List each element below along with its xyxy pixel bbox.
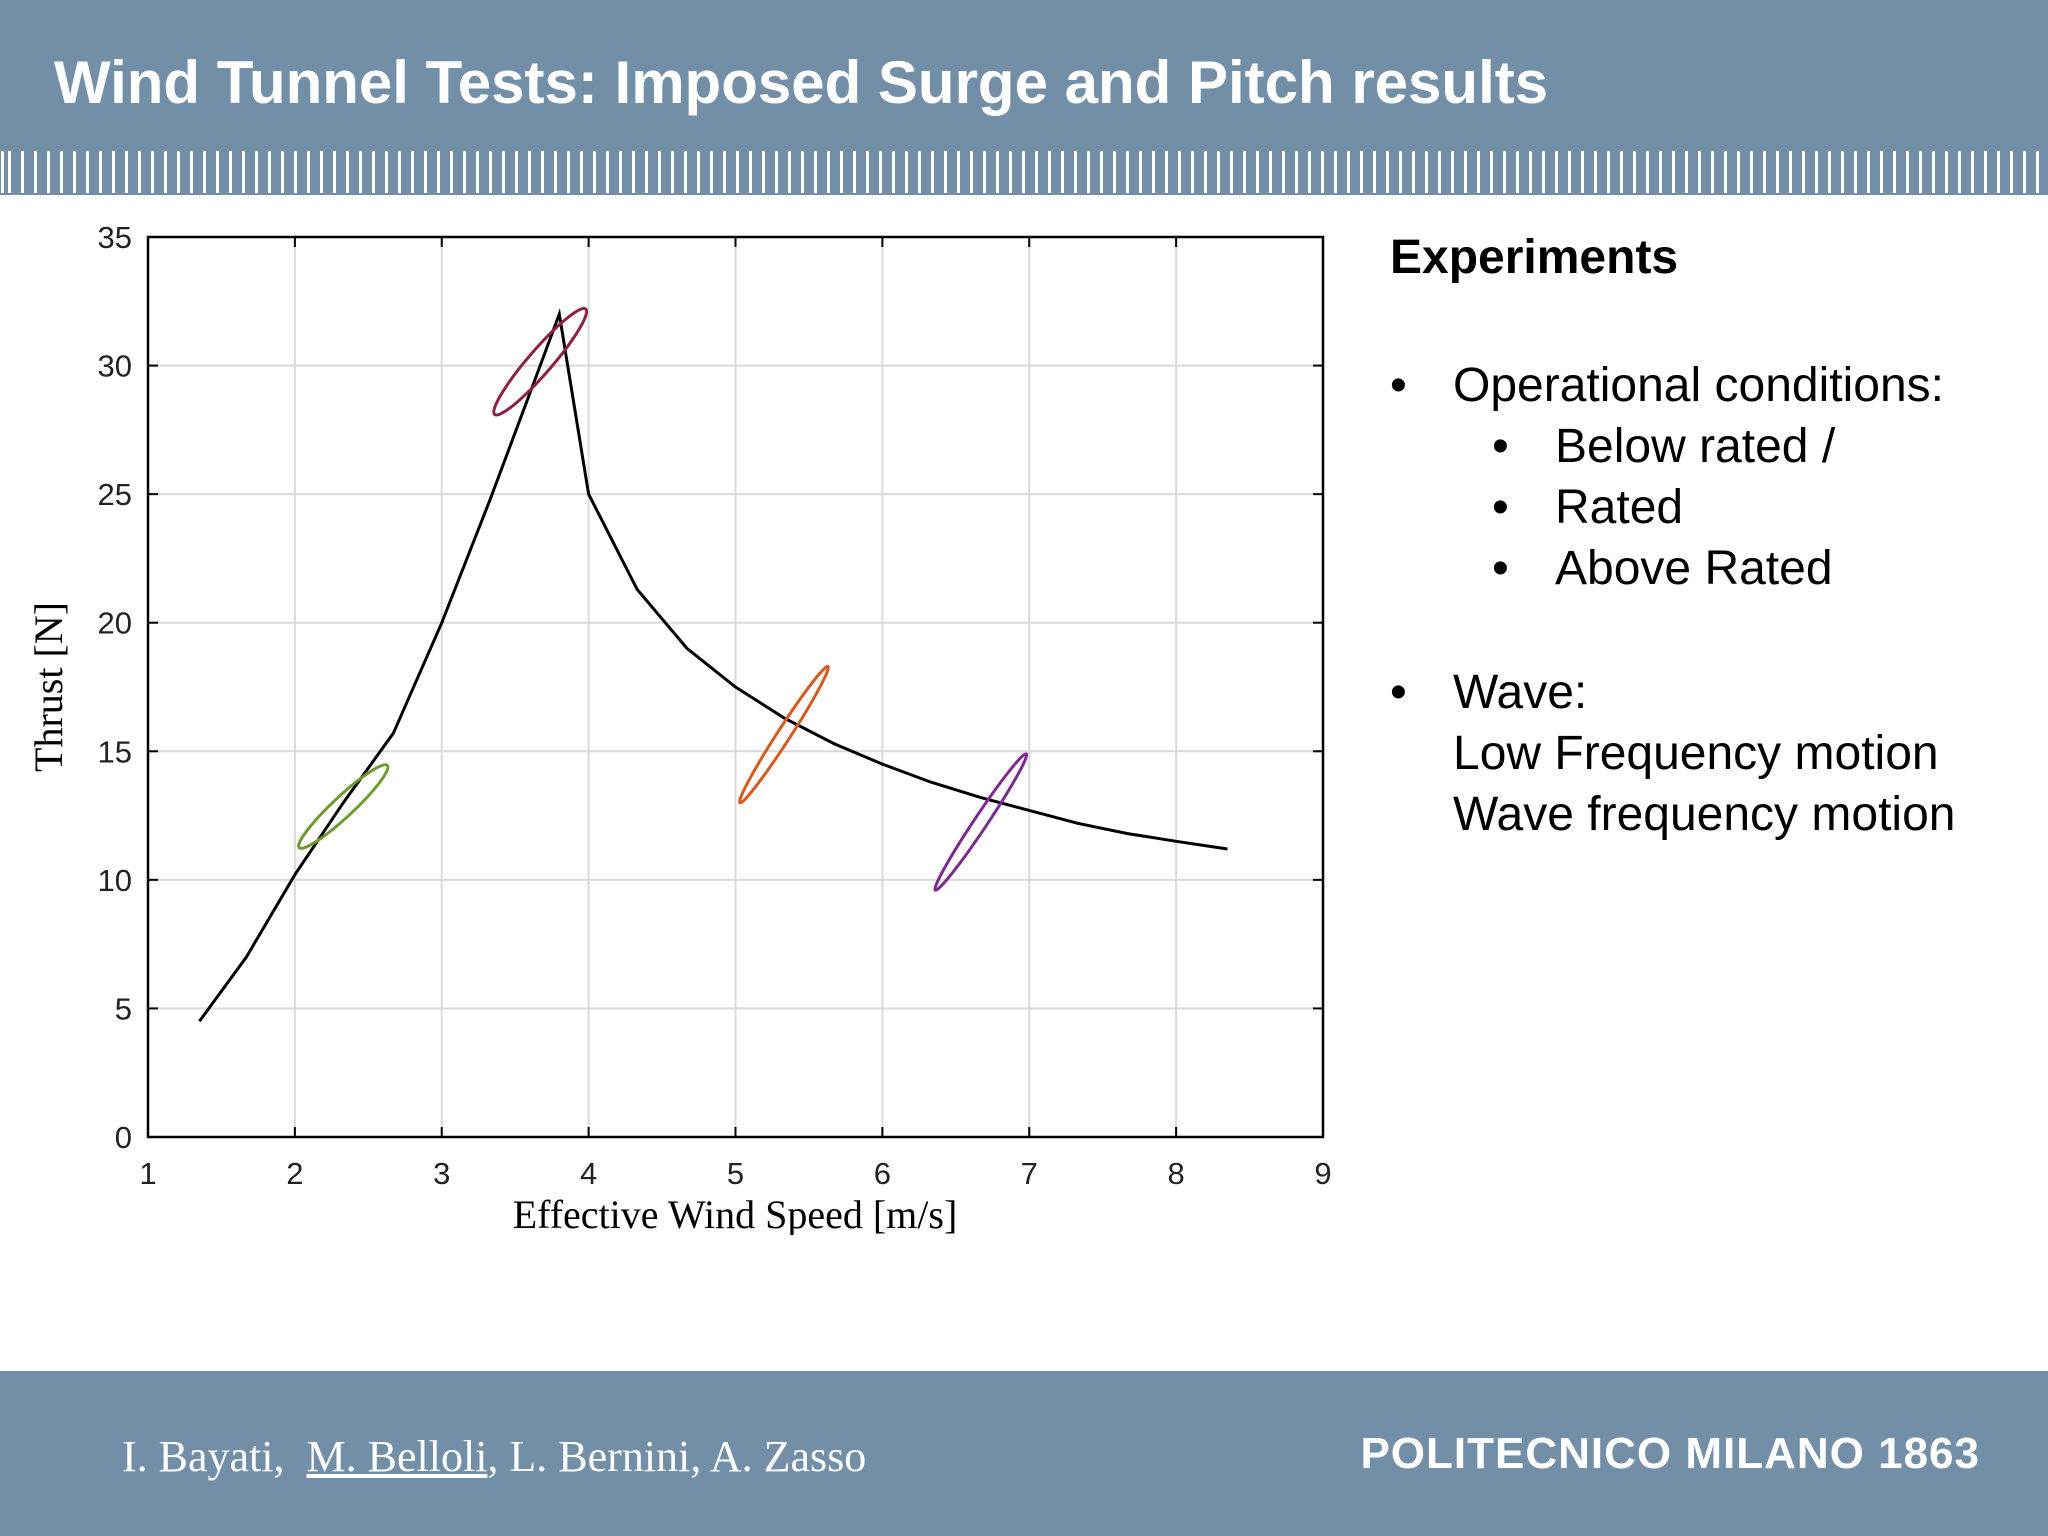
experiments-panel: Experiments • Operational conditions: • Be… <box>1390 230 2030 845</box>
x-tick-label: 9 <box>1314 1156 1331 1191</box>
x-tick-label: 8 <box>1168 1156 1185 1191</box>
x-tick-label: 6 <box>874 1156 891 1191</box>
slide-title: Wind Tunnel Tests: Imposed Surge and Pit… <box>54 49 1549 116</box>
hysteresis-loop <box>738 664 830 805</box>
y-tick-label: 20 <box>98 606 132 641</box>
y-tick-label: 35 <box>98 220 132 255</box>
author-others: , L. Bernini, A. Zasso <box>487 1432 867 1481</box>
slide-footer: I. Bayati, M. Belloli, L. Bernini, A. Za… <box>0 1371 2048 1536</box>
y-tick-label: 30 <box>98 349 132 384</box>
experiments-heading: Experiments <box>1390 231 1679 284</box>
bullet-text: Below rated / <box>1555 420 1836 473</box>
authors-line: I. Bayati, M. Belloli, L. Bernini, A. Za… <box>122 1431 866 1482</box>
politecnico-logo: POLITECNICO MILANO 1863 <box>1360 1429 1980 1478</box>
bullet-text: Operational conditions: <box>1453 359 1944 412</box>
x-tick-label: 4 <box>580 1156 597 1191</box>
bullet-dot-icon: • <box>1492 542 1509 595</box>
hysteresis-loop <box>492 306 589 417</box>
hysteresis-loop <box>297 763 390 850</box>
x-tick-label: 5 <box>727 1156 744 1191</box>
x-tick-label: 2 <box>286 1156 303 1191</box>
bullet-text: Low Frequency motion <box>1453 727 1939 780</box>
bullet-text: Above Rated <box>1555 542 1833 595</box>
y-tick-label: 25 <box>98 477 132 512</box>
bullet-wave-frequency: Wave frequency motion <box>1390 784 2030 845</box>
bullet-above-rated: • Above Rated <box>1390 538 2030 599</box>
bullet-text: Wave: <box>1453 666 1588 719</box>
y-tick-label: 0 <box>115 1120 132 1155</box>
y-tick-label: 10 <box>98 863 132 898</box>
x-axis-label: Effective Wind Speed [m/s] <box>513 1192 958 1235</box>
bullet-text: Wave frequency motion <box>1453 788 1956 841</box>
bullet-spacer <box>1390 599 2030 662</box>
bullet-dot-icon: • <box>1492 481 1509 534</box>
bullet-wave: • Wave: <box>1390 662 2030 723</box>
y-tick-label: 5 <box>115 991 132 1026</box>
x-tick-label: 7 <box>1021 1156 1038 1191</box>
author-belloli: M. Belloli <box>306 1432 488 1481</box>
bullet-dot-icon: • <box>1492 420 1509 473</box>
chart-grid <box>148 237 1323 1137</box>
bullet-dot-icon: • <box>1390 666 1407 719</box>
chart-ticks <box>147 236 1324 1138</box>
bullet-wave-low-frequency: Low Frequency motion <box>1390 723 2030 784</box>
x-tick-labels: 1 2 3 4 5 6 7 8 9 <box>139 1156 1331 1191</box>
slide-header: Wind Tunnel Tests: Imposed Surge and Pit… <box>0 0 2048 195</box>
x-tick-label: 1 <box>139 1156 156 1191</box>
header-stripe-divider <box>0 151 2048 193</box>
y-tick-label: 15 <box>98 734 132 769</box>
y-axis-label: Thrust [N] <box>26 602 71 772</box>
author-bayati: I. Bayati, <box>122 1432 285 1481</box>
hysteresis-loop <box>933 752 1029 892</box>
x-tick-label: 3 <box>433 1156 450 1191</box>
hysteresis-loops <box>297 306 1029 892</box>
bullet-below-rated: • Below rated / <box>1390 416 2030 477</box>
bullet-dot-icon: • <box>1390 359 1407 412</box>
y-tick-labels: 0 5 10 15 20 25 30 35 <box>98 220 132 1155</box>
thrust-chart: 1 2 3 4 5 6 7 8 9 0 5 10 15 20 25 30 35 Effective Wind … <box>26 220 1332 1235</box>
bullet-rated: • Rated <box>1390 477 2030 538</box>
thrust-curve-line <box>198 308 1228 1023</box>
bullet-operational-conditions: • Operational conditions: <box>1390 355 2030 416</box>
bullet-text: Rated <box>1555 481 1684 534</box>
